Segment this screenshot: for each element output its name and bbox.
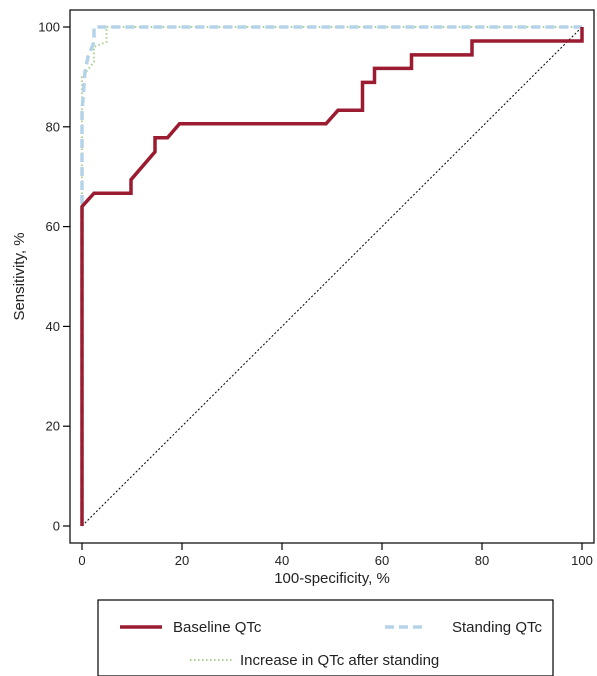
series-layer [80,25,584,526]
plot-frame [69,9,595,544]
y-axis: 0 20 40 60 80 100 [38,20,70,534]
plot-border [69,9,595,544]
x-tick-label: 60 [375,553,389,568]
legend: Baseline QTc Standing QTc Increase in QTc … [97,599,554,676]
x-axis: 0 20 40 60 80 100 [78,543,593,568]
x-tick-label: 20 [175,553,189,568]
legend-label-2: Standing QTc [452,619,543,636]
reference-line-layer [81,26,583,527]
y-tick-label: 100 [38,20,60,35]
y-tick-label: 60 [46,219,60,234]
series-line-2 [80,25,582,526]
series-line-3 [81,26,582,526]
legend-box [97,599,554,676]
x-tick-label: 100 [571,553,593,568]
series-line-1 [80,27,584,526]
y-tick-label: 40 [46,319,60,334]
x-axis-title: 100-specificity, % [274,570,390,587]
y-tick-label: 0 [53,519,60,534]
reference-diagonal-line [81,26,583,527]
x-tick-label: 40 [275,553,289,568]
legend-label-3: Increase in QTc after standing [240,652,439,669]
y-tick-label: 20 [46,419,60,434]
legend-label-1: Baseline QTc [173,619,262,636]
x-tick-label: 80 [475,553,489,568]
y-tick-label: 80 [46,119,60,134]
y-axis-title: Sensitivity, % [11,232,28,320]
x-tick-label: 0 [78,553,85,568]
